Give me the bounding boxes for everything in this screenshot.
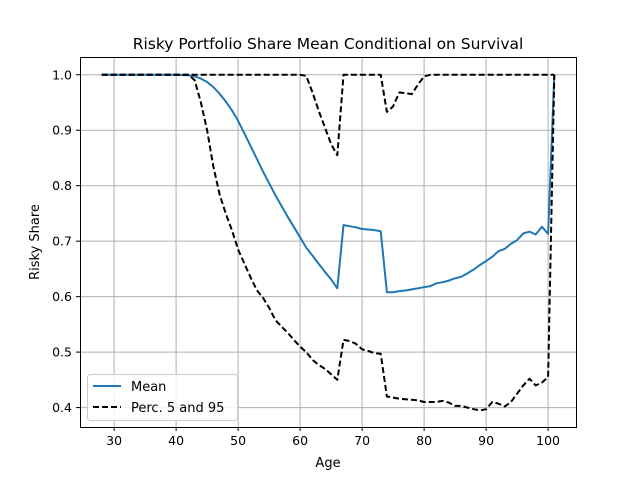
axes-frame bbox=[80, 57, 577, 428]
y-tick-label: 0.4 bbox=[52, 400, 72, 415]
x-tick-label: 80 bbox=[416, 433, 432, 448]
percentile-5-line bbox=[101, 73, 556, 412]
y-tick-label: 0.7 bbox=[52, 234, 72, 249]
mean-series-line bbox=[101, 73, 556, 294]
y-tick-label: 1.0 bbox=[52, 67, 72, 82]
x-tick-label: 100 bbox=[536, 433, 560, 448]
y-tick-label: 0.8 bbox=[52, 178, 72, 193]
x-tick-label: 90 bbox=[478, 433, 494, 448]
x-tick-label: 50 bbox=[230, 433, 246, 448]
chart-title: Risky Portfolio Share Mean Conditional o… bbox=[133, 35, 524, 53]
legend-box bbox=[87, 374, 238, 421]
x-tick-label: 70 bbox=[354, 433, 370, 448]
plot-area bbox=[101, 73, 556, 412]
legend-mean-label: Mean bbox=[131, 380, 166, 395]
x-tick-label: 40 bbox=[168, 433, 184, 448]
y-axis-label: Risky Share bbox=[28, 204, 43, 280]
axis-ticks: 30 40 50 60 70 80 90 100 0.4 0.5 0.6 0.7 0.8 0.9 1.0 bbox=[52, 67, 560, 448]
x-axis-label: Age bbox=[315, 456, 340, 471]
x-tick-label: 60 bbox=[292, 433, 308, 448]
y-tick-label: 0.9 bbox=[52, 123, 72, 138]
y-tick-label: 0.6 bbox=[52, 289, 72, 304]
x-tick-label: 30 bbox=[106, 433, 122, 448]
percentile-95-line bbox=[101, 73, 555, 157]
y-tick-label: 0.5 bbox=[52, 345, 72, 360]
legend: Mean Perc. 5 and 95 bbox=[87, 374, 238, 421]
legend-percentile-label: Perc. 5 and 95 bbox=[131, 401, 224, 416]
